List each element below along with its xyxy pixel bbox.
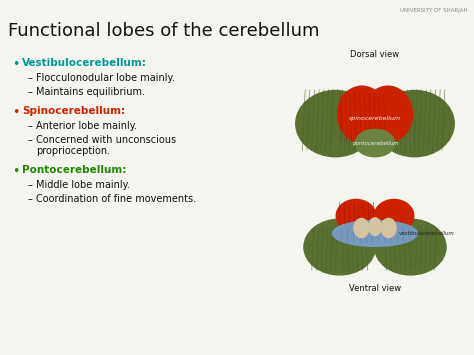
- Text: –: –: [28, 135, 33, 145]
- Text: •: •: [12, 165, 19, 178]
- Ellipse shape: [374, 200, 414, 232]
- Ellipse shape: [369, 218, 381, 235]
- Text: Flocculonodular lobe mainly.: Flocculonodular lobe mainly.: [36, 73, 175, 83]
- Text: Spinocerebellum:: Spinocerebellum:: [22, 106, 125, 116]
- Text: Coordination of fine movements.: Coordination of fine movements.: [36, 194, 196, 204]
- Text: –: –: [28, 73, 33, 83]
- Ellipse shape: [304, 219, 375, 275]
- Text: Maintains equilibrium.: Maintains equilibrium.: [36, 87, 145, 97]
- Text: –: –: [28, 121, 33, 131]
- Ellipse shape: [364, 86, 412, 142]
- Ellipse shape: [336, 200, 376, 232]
- Text: Middle lobe mainly.: Middle lobe mainly.: [36, 180, 130, 190]
- Ellipse shape: [355, 129, 395, 157]
- Text: –: –: [28, 180, 33, 190]
- Text: Concerned with unconscious: Concerned with unconscious: [36, 135, 176, 145]
- Ellipse shape: [381, 218, 396, 237]
- Text: Ventral view: Ventral view: [349, 284, 401, 293]
- Text: spinocerebellum: spinocerebellum: [349, 116, 401, 121]
- Text: UNIVERSITY OF SHARJAH: UNIVERSITY OF SHARJAH: [400, 8, 468, 13]
- Ellipse shape: [337, 86, 386, 142]
- Text: •: •: [12, 106, 19, 119]
- Text: proprioception.: proprioception.: [36, 146, 110, 156]
- Text: •: •: [12, 58, 19, 71]
- Text: Vestibulocerebellum:: Vestibulocerebellum:: [22, 58, 147, 68]
- Ellipse shape: [296, 91, 375, 157]
- Text: Functional lobes of the cerebellum: Functional lobes of the cerebellum: [8, 22, 319, 40]
- Ellipse shape: [354, 218, 369, 237]
- Text: Pontocerebellum:: Pontocerebellum:: [22, 165, 127, 175]
- Ellipse shape: [375, 91, 454, 157]
- Text: –: –: [28, 194, 33, 204]
- Text: –: –: [28, 87, 33, 97]
- Text: pontocerebellum: pontocerebellum: [352, 141, 398, 146]
- Text: Anterior lobe mainly.: Anterior lobe mainly.: [36, 121, 137, 131]
- Text: Dorsal view: Dorsal view: [350, 50, 400, 59]
- Ellipse shape: [374, 219, 446, 275]
- Text: vestibulocerebellum: vestibulocerebellum: [399, 231, 455, 236]
- Ellipse shape: [332, 220, 418, 246]
